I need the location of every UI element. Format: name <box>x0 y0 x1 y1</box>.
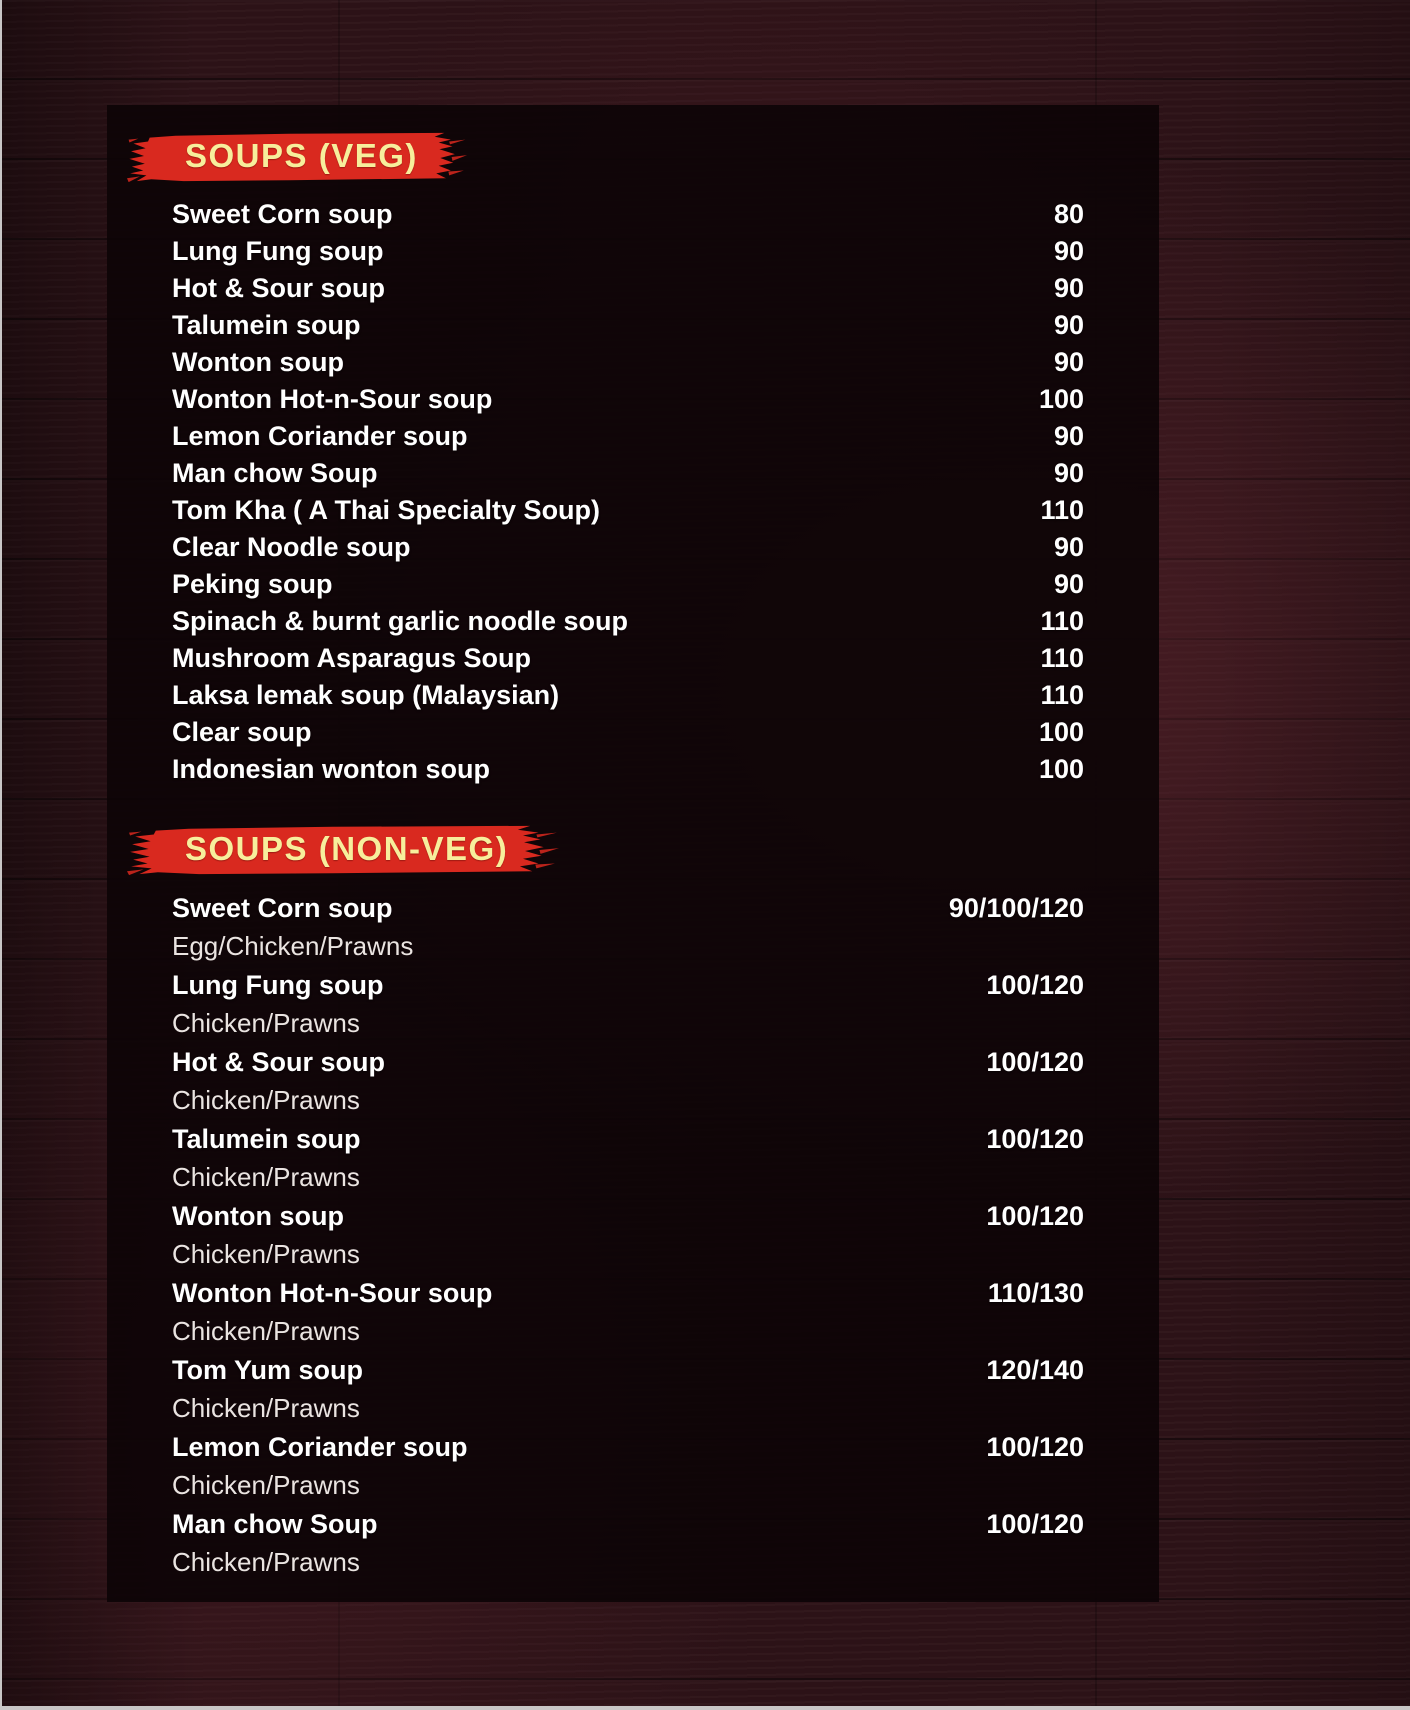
item-price: 90 <box>1053 273 1084 303</box>
menu-item-row: Hot & Sour soup 90 <box>172 270 1084 307</box>
item-name: Wonton soup <box>172 1200 344 1231</box>
menu-item-row: Lung Fung soup 100/120 Chicken/Prawns <box>172 966 1084 1042</box>
item-variants: Chicken/Prawns <box>172 1161 360 1192</box>
menu-item-row: Man chow Soup 100/120 Chicken/Prawns <box>172 1505 1084 1581</box>
menu-item-row: Wonton Hot-n-Sour soup 110/130 Chicken/Pra… <box>172 1274 1084 1350</box>
item-variants: Egg/Chicken/Prawns <box>172 930 414 961</box>
item-price: 100/120 <box>986 1123 1084 1154</box>
item-price: 80 <box>1053 199 1084 229</box>
item-name: Lemon Coriander soup <box>172 1431 468 1462</box>
menu-item-row: Wonton soup 90 <box>172 344 1084 381</box>
item-name: Laksa lemak soup (Malaysian) <box>172 680 560 710</box>
item-name: Man chow Soup <box>172 458 378 488</box>
menu-item-row: Peking soup 90 <box>172 566 1084 603</box>
item-name: Tom Yum soup <box>172 1354 364 1385</box>
item-name: Clear Noodle soup <box>172 532 411 562</box>
item-variants: Chicken/Prawns <box>172 1392 360 1423</box>
menu-item-row: Lemon Coriander soup 90 <box>172 418 1084 455</box>
section-header-veg: SOUPS (VEG) <box>127 128 467 186</box>
item-price: 100/120 <box>986 1200 1084 1231</box>
item-name: Talumein soup <box>172 310 361 340</box>
item-name: Hot & Sour soup <box>172 1046 385 1077</box>
menu-item-row: Talumein soup 90 <box>172 307 1084 344</box>
item-name: Wonton Hot-n-Sour soup <box>172 384 493 414</box>
item-price: 90 <box>1053 310 1084 340</box>
item-price: 90 <box>1053 458 1084 488</box>
item-name: Man chow Soup <box>172 1508 378 1539</box>
item-name: Hot & Sour soup <box>172 273 385 303</box>
item-price: 100/120 <box>986 969 1084 1000</box>
item-variants: Chicken/Prawns <box>172 1084 360 1115</box>
item-price: 90 <box>1053 347 1084 377</box>
item-name: Lung Fung soup <box>172 969 384 1000</box>
menu-item-row: Lung Fung soup 90 <box>172 233 1084 270</box>
menu-item-row: Clear Noodle soup 90 <box>172 529 1084 566</box>
item-price: 110/130 <box>987 1277 1084 1308</box>
section-header-nonveg: SOUPS (NON-VEG) <box>127 821 559 879</box>
item-price: 90 <box>1053 532 1084 562</box>
menu-section-nonveg: SOUPS (NON-VEG) Sweet Corn soup 90/100/12… <box>127 821 1084 1581</box>
menu-section-veg: SOUPS (VEG) Sweet Corn soup 80 Lung Fung s… <box>127 128 1084 788</box>
menu-item-row: Indonesian wonton soup 100 <box>172 751 1084 788</box>
item-name: Mushroom Asparagus Soup <box>172 643 532 673</box>
item-price: 110 <box>1040 643 1084 673</box>
menu-item-row: Wonton Hot-n-Sour soup 100 <box>172 381 1084 418</box>
item-variants: Chicken/Prawns <box>172 1238 360 1269</box>
item-name: Lung Fung soup <box>172 236 384 266</box>
item-price: 90/100/120 <box>948 892 1084 923</box>
menu-item-row: Tom Yum soup 120/140 Chicken/Prawns <box>172 1351 1084 1427</box>
item-price: 120/140 <box>986 1354 1084 1385</box>
item-price: 90 <box>1053 236 1084 266</box>
item-variants: Chicken/Prawns <box>172 1007 360 1038</box>
menu-panel: SOUPS (VEG) Sweet Corn soup 80 Lung Fung s… <box>107 105 1159 1602</box>
item-price: 100 <box>1038 717 1084 747</box>
menu-item-row: Sweet Corn soup 90/100/120 Egg/Chicken/Pra… <box>172 889 1084 965</box>
item-variants: Chicken/Prawns <box>172 1546 360 1577</box>
item-price: 90 <box>1053 569 1084 599</box>
item-name: Wonton Hot-n-Sour soup <box>172 1277 493 1308</box>
item-variants: Chicken/Prawns <box>172 1469 360 1500</box>
item-price: 110 <box>1040 606 1084 636</box>
menu-item-row: Sweet Corn soup 80 <box>172 196 1084 233</box>
item-name: Wonton soup <box>172 347 344 377</box>
item-name: Sweet Corn soup <box>172 892 393 923</box>
item-name: Spinach & burnt garlic noodle soup <box>172 606 629 636</box>
menu-item-row: Hot & Sour soup 100/120 Chicken/Prawns <box>172 1043 1084 1119</box>
menu-item-row: Clear soup 100 <box>172 714 1084 751</box>
menu-item-list-veg: Sweet Corn soup 80 Lung Fung soup 90 Hot & S… <box>172 196 1084 788</box>
item-name: Sweet Corn soup <box>172 199 393 229</box>
item-price: 100 <box>1038 384 1084 414</box>
item-name: Clear soup <box>172 717 312 747</box>
menu-item-row: Lemon Coriander soup 100/120 Chicken/Prawn… <box>172 1428 1084 1504</box>
section-title: SOUPS (VEG) <box>185 137 418 175</box>
brush-stroke-graphic <box>127 132 467 183</box>
item-name: Talumein soup <box>172 1123 361 1154</box>
menu-item-row: Man chow Soup 90 <box>172 455 1084 492</box>
menu-item-row: Tom Kha ( A Thai Specialty Soup) 110 <box>172 492 1084 529</box>
item-price: 110 <box>1040 495 1084 525</box>
brush-stroke-graphic <box>127 825 559 876</box>
item-name: Peking soup <box>172 569 333 599</box>
menu-item-row: Laksa lemak soup (Malaysian) 110 <box>172 677 1084 714</box>
item-name: Lemon Coriander soup <box>172 421 468 451</box>
section-title: SOUPS (NON-VEG) <box>185 830 509 868</box>
item-name: Indonesian wonton soup <box>172 754 490 784</box>
menu-item-row: Talumein soup 100/120 Chicken/Prawns <box>172 1120 1084 1196</box>
item-price: 100 <box>1038 754 1084 784</box>
item-price: 100/120 <box>986 1508 1084 1539</box>
item-price: 110 <box>1040 680 1084 710</box>
item-price: 90 <box>1053 421 1084 451</box>
menu-item-row: Mushroom Asparagus Soup 110 <box>172 640 1084 677</box>
menu-item-list-nonveg: Sweet Corn soup 90/100/120 Egg/Chicken/Pra… <box>172 889 1084 1581</box>
menu-item-row: Spinach & burnt garlic noodle soup 110 <box>172 603 1084 640</box>
item-name: Tom Kha ( A Thai Specialty Soup) <box>172 495 601 525</box>
item-price: 100/120 <box>986 1431 1084 1462</box>
item-variants: Chicken/Prawns <box>172 1315 360 1346</box>
menu-item-row: Wonton soup 100/120 Chicken/Prawns <box>172 1197 1084 1273</box>
item-price: 100/120 <box>986 1046 1084 1077</box>
